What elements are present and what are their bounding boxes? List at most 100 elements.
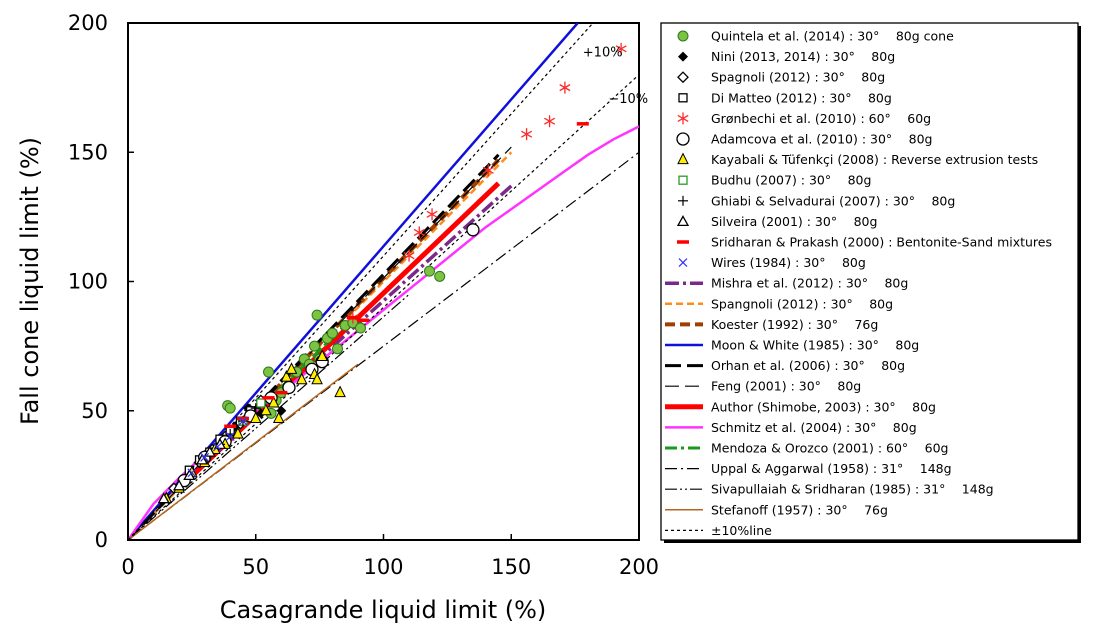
legend-symbol-5 [676, 132, 690, 146]
y-tick-label: 200 [68, 11, 108, 35]
legend-box [660, 22, 1079, 541]
data-point-11 [225, 432, 235, 442]
legend-symbol-9 [676, 215, 690, 227]
legend-label: Sivapullaiah & Sridharan (1985) : 31° 14… [711, 482, 994, 497]
x-tick-label: 50 [242, 555, 269, 579]
data-point-6 [295, 372, 308, 385]
x-tick-label: 100 [363, 555, 403, 579]
legend-marker [678, 93, 688, 103]
data-point-6 [249, 411, 262, 424]
legend-label: Stefanoff (1957) : 30° 76g [711, 502, 888, 517]
legend-label: Nini (2013, 2014) : 30° 80g [711, 49, 895, 64]
series-line-18 [177, 181, 501, 491]
legend-marker [676, 215, 690, 227]
legend-marker [678, 258, 688, 268]
data-point-6 [260, 403, 272, 416]
legend-symbol-7 [678, 175, 688, 185]
legend-marker [677, 71, 689, 84]
y-tick-label: 100 [68, 270, 108, 294]
data-point-11 [200, 452, 210, 462]
legend-label: Spangnoli (2012) : 30° 80g [711, 296, 893, 311]
data-point-4 [413, 226, 425, 239]
data-point-0 [311, 309, 323, 321]
legend-label: Orhan et al. (2006) : 30° 80g [711, 358, 905, 373]
legend-label: Silveira (2001) : 30° 80g [711, 214, 877, 229]
legend-label: Mendoza & Orozco (2001) : 60° 60g [711, 441, 949, 456]
legend-symbol-4 [677, 112, 689, 125]
data-point-4 [559, 81, 571, 94]
legend-marker [676, 132, 690, 146]
legend-label: Moon & White (1985) : 30° 80g [711, 338, 919, 353]
data-point-0 [224, 402, 236, 414]
marker-layer [157, 42, 627, 504]
legend-marker [677, 112, 689, 125]
data-point-11 [187, 468, 197, 478]
series-line-23 [128, 363, 359, 540]
legend-label: Spagnoli (2012) : 30° 80g [711, 70, 885, 85]
data-point-0 [263, 366, 275, 378]
legend-symbol-11 [678, 258, 688, 268]
data-point-6 [311, 372, 323, 385]
legend-label: Di Matteo (2012) : 30° 80g [711, 90, 892, 105]
data-point-0 [434, 270, 446, 282]
legend-label: Author (Shimobe, 2003) : 30° 80g [711, 399, 936, 414]
legend-marker [678, 51, 688, 62]
y-tick-label: 150 [68, 140, 108, 164]
data-point-6 [334, 385, 346, 398]
data-point-0 [309, 340, 321, 352]
data-point-9 [157, 492, 170, 504]
legend-label: Kayabali & Tüfenkçi (2008) : Reverse ext… [711, 152, 1038, 167]
legend-label: Ghiabi & Selvadurai (2007) : 30° 80g [711, 193, 955, 208]
legend-marker [677, 152, 689, 165]
legend-label: Schmitz et al. (2004) : 30° 80g [711, 420, 917, 435]
legend-label: Adamcova et al. (2010) : 30° 80g [711, 132, 933, 147]
y-axis-title: Fall cone liquid limit (%) [16, 137, 44, 425]
legend-label: Sridharan & Prakash (2000) : Bentonite-S… [711, 235, 1052, 250]
x-tick-label: 0 [121, 555, 134, 579]
data-point-7 [256, 398, 266, 408]
x-axis-title: Casagrande liquid limit (%) [220, 596, 547, 624]
legend-marker [678, 195, 688, 206]
legend-symbol-8 [678, 195, 688, 206]
legend-label: Koester (1992) : 30° 76g [711, 317, 878, 332]
data-point-4 [615, 42, 627, 55]
legend-label: Feng (2001) : 30° 80g [711, 379, 861, 394]
data-point-9 [172, 479, 186, 491]
y-tick-label: 50 [81, 399, 108, 423]
legend-marker [677, 30, 689, 42]
legend-label: ±10%line [711, 523, 772, 538]
legend-symbol-1 [678, 51, 688, 62]
data-point-0 [332, 343, 344, 355]
data-point-4 [403, 249, 415, 262]
data-point-5 [466, 223, 480, 237]
legend-symbol-2 [677, 71, 689, 84]
legend-symbol-3 [678, 93, 688, 103]
data-point-6 [232, 426, 244, 439]
data-point-8 [250, 403, 261, 414]
annotation-plus-10: +10% [583, 46, 623, 61]
x-tick-label: 200 [619, 555, 659, 579]
series-line-21 [128, 151, 639, 540]
data-point-6 [272, 411, 285, 424]
legend-label: Grønbechi et al. (2010) : 60° 60g [711, 111, 931, 126]
annotation-minus-10: −10% [608, 92, 648, 107]
legend-label: Quintela et al. (2014) : 30° 80g cone [711, 29, 954, 44]
data-point-6 [285, 362, 298, 374]
data-point-6 [280, 370, 293, 382]
data-point-6 [316, 349, 328, 361]
legend-marker [678, 175, 688, 185]
legend-label: Budhu (2007) : 30° 80g [711, 173, 871, 188]
legend-label: Uppal & Aggarwal (1958) : 31° 148g [711, 461, 952, 476]
legend: Quintela et al. (2014) : 30° 80g cone Nin… [660, 22, 1081, 543]
data-point-0 [326, 327, 338, 339]
data-point-4 [544, 115, 556, 128]
series-line-24 [128, 74, 639, 540]
data-point-0 [355, 322, 367, 334]
data-point-4 [482, 164, 494, 177]
legend-symbol-0 [677, 30, 689, 42]
data-point-0 [423, 265, 435, 277]
legend-label: Wires (1984) : 30° 80g [711, 255, 866, 270]
x-tick-label: 150 [491, 555, 531, 579]
legend-symbol-6 [677, 152, 689, 165]
